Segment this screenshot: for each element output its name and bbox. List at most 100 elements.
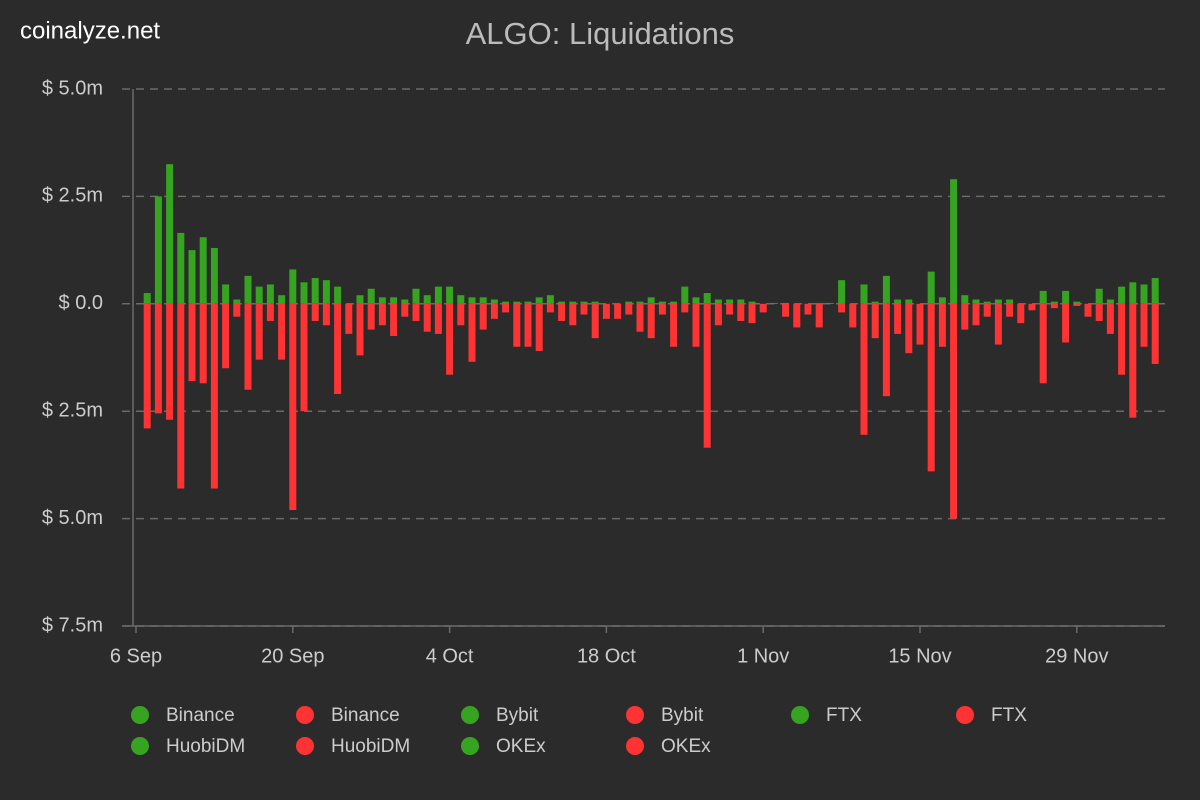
legend-label: OKEx [496,736,546,757]
bar [278,295,286,304]
y-tick-label: $ 2.5m [42,185,103,207]
bar [737,299,745,304]
legend-label: Bybit [661,705,704,726]
bar [714,299,722,304]
bar [334,286,342,304]
legend-label: HuobiDM [331,736,410,757]
legend-marker [131,706,149,724]
bar [726,303,734,315]
bar [210,303,218,489]
bar [166,303,174,420]
legend-label: Binance [166,705,235,726]
bar [1140,284,1148,304]
bar [793,303,801,328]
legend-label: FTX [991,705,1027,726]
bar [1028,303,1036,311]
bar [647,303,655,339]
bar [681,286,689,304]
bar [658,303,666,315]
bar [838,280,846,304]
bar [860,303,868,435]
bar [334,303,342,395]
bar [311,278,319,304]
bar [804,303,812,315]
bar [300,282,308,304]
bar [524,303,532,347]
bar [1084,303,1092,317]
bar [143,303,151,429]
bar [356,303,364,356]
bar [1050,303,1058,309]
bar [905,299,913,304]
legend-label: FTX [826,705,862,726]
bar [1106,299,1114,304]
bar [961,303,969,330]
bar [535,303,543,352]
bar [938,297,946,304]
bar [882,275,890,304]
bar [546,295,554,304]
x-tick-label: 29 Nov [1045,645,1108,667]
bar [177,303,185,489]
bar [311,303,319,321]
bar [860,284,868,304]
bar [143,293,151,304]
bar [636,303,644,332]
bar [580,303,588,315]
bar [490,299,498,304]
bar [423,303,431,332]
x-tick-label: 1 Nov [737,645,789,667]
bar [916,303,924,345]
bar [714,303,722,326]
bar [401,303,409,317]
bar [894,303,902,334]
legend-marker [296,706,314,724]
bar [266,303,274,321]
legend-label: Binance [331,705,400,726]
legend-marker [461,706,479,724]
bar [1095,288,1103,304]
x-tick-label: 4 Oct [426,645,474,667]
legend-label: Bybit [496,705,539,726]
bar [468,297,476,304]
bar [1062,290,1070,304]
bar [502,301,510,304]
bar [1129,282,1137,304]
site-name: coinalyze.net [20,17,160,44]
bar [591,303,599,339]
bar [983,301,991,304]
bar [670,303,678,347]
bar [356,295,364,304]
bar [300,303,308,412]
bar [950,179,958,304]
bar [569,301,577,304]
bar [770,302,778,304]
bar [614,303,622,319]
bar [233,299,241,304]
bar [378,297,386,304]
bar [1095,303,1103,321]
bar [569,303,577,326]
bar [983,303,991,317]
bar [244,303,252,390]
bar [1006,299,1014,304]
bar [625,301,633,304]
bar [177,232,185,304]
bar [1106,303,1114,334]
legend-marker [956,706,974,724]
y-tick-label: $ 2.5m [42,399,103,421]
bar [815,302,823,304]
bar [457,303,465,326]
bar [166,164,174,304]
bar [479,297,487,304]
bar [1006,303,1014,317]
bar [658,301,666,304]
bar [322,303,330,326]
bar [434,303,442,334]
bar [188,250,196,304]
x-tick-label: 6 Sep [110,645,162,667]
bar [703,293,711,304]
bar [871,301,879,304]
y-tick-label: $ 7.5m [42,614,103,636]
bar [222,284,230,304]
